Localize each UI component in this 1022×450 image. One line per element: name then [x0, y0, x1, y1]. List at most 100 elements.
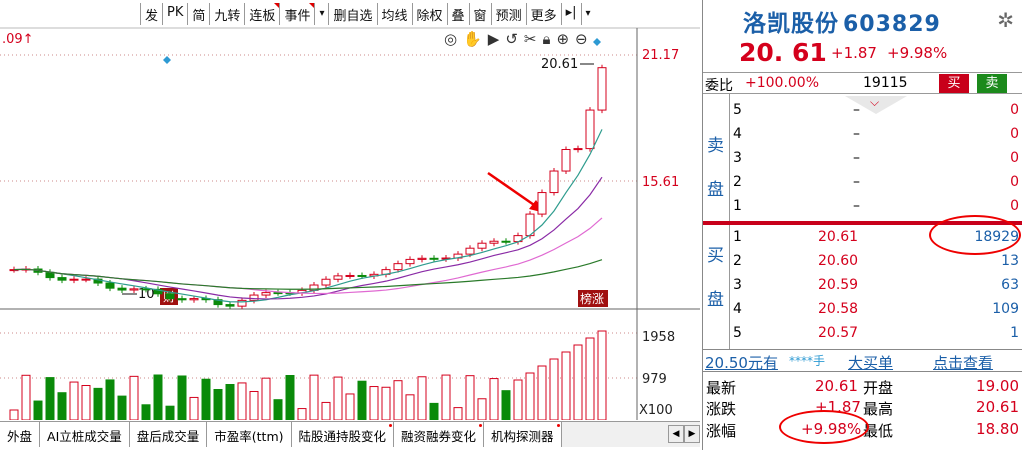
ask-price: – — [853, 126, 860, 142]
kline-chart[interactable]: .09↑ 21.17 15.61 1958 979 X100 20.61 10 … — [0, 0, 700, 420]
volume-bar — [21, 374, 31, 420]
volume-bar — [225, 384, 235, 420]
candle — [153, 288, 163, 295]
toolbar-dropdown-icon[interactable]: ▾ — [314, 3, 329, 25]
tab-label: 机构探测器 — [491, 429, 554, 444]
scroll-right-icon[interactable]: ▶ — [684, 425, 700, 443]
buy-button[interactable]: 买 — [939, 74, 969, 93]
ask-row-1[interactable]: 1 – 0 — [703, 196, 1022, 218]
level: 3 — [733, 277, 742, 293]
bid-price: 20.57 — [818, 325, 859, 341]
toolbar-junxian[interactable]: 均线 — [376, 3, 412, 25]
toolbar-shijian[interactable]: 事件 — [279, 3, 315, 25]
play-icon[interactable]: ▶ — [487, 30, 500, 48]
volume-bar — [525, 372, 535, 420]
zoom-in-icon[interactable]: ⊕ — [556, 30, 570, 48]
bid-price: 20.60 — [818, 253, 859, 269]
volume-bar — [477, 398, 487, 420]
vol-high-label: 1958 — [642, 330, 675, 345]
ask-price: – — [853, 150, 860, 166]
candle — [237, 299, 247, 307]
toolbar-jian[interactable]: 简 — [187, 3, 210, 25]
ask-row-2[interactable]: 2 – 0 — [703, 172, 1022, 194]
view-icon[interactable]: ◎ — [444, 30, 458, 48]
bid-row-4[interactable]: 4 20.58 109 — [703, 299, 1022, 321]
candle — [261, 292, 271, 296]
event-marker-diamond[interactable] — [163, 56, 171, 64]
tab-ai-volume[interactable]: AI立桩成交量 — [40, 422, 130, 447]
stat-value: 20.61 — [976, 398, 1019, 416]
level: 3 — [733, 150, 742, 166]
zoom-out-icon[interactable]: ⊖ — [575, 30, 588, 48]
scroll-left-icon[interactable]: ◀ — [668, 425, 684, 443]
volume-bar — [285, 375, 295, 420]
bid-volume: 1 — [1010, 325, 1019, 341]
bid-row-5[interactable]: 5 20.57 1 — [703, 323, 1022, 345]
low-price-label: 10 — [138, 287, 155, 302]
hand-icon[interactable]: ✋ — [463, 30, 482, 48]
volume-bar — [333, 376, 343, 420]
tab-scroll: ◀ ▶ — [668, 422, 700, 447]
stock-code: 603829 — [843, 12, 941, 37]
gear-icon[interactable]: ✲ — [997, 8, 1014, 32]
big-order-price[interactable]: 20.50元有 — [705, 354, 778, 372]
tab-label: AI立桩成交量 — [47, 429, 122, 444]
bid-row-3[interactable]: 3 20.59 63 — [703, 275, 1022, 297]
ask-row-5[interactable]: 5 – 0 — [703, 100, 1022, 122]
bid-row-2[interactable]: 2 20.60 13 — [703, 251, 1022, 273]
tab-after-hours-volume[interactable]: 盘后成交量 — [129, 422, 208, 447]
level: 5 — [733, 102, 742, 118]
ask-volume: 0 — [1010, 150, 1019, 166]
undo-icon[interactable]: ↺ — [505, 30, 518, 48]
vol-mid-label: 979 — [642, 372, 667, 387]
cut-icon[interactable]: ✂ — [523, 30, 537, 48]
toolbar-lianban[interactable]: 连板 — [244, 3, 280, 25]
volume-bar — [201, 378, 211, 420]
toolbar-fa[interactable]: 发 — [140, 3, 163, 25]
toolbar-forecast[interactable]: 预测 — [490, 3, 526, 25]
volume-bar — [261, 377, 271, 420]
toolbar-window[interactable]: 窗 — [468, 3, 491, 25]
bid-volume: 13 — [1001, 253, 1019, 269]
volume-bar — [321, 401, 331, 420]
view-detail-link[interactable]: 点击查看 — [933, 354, 994, 372]
ma-line — [13, 129, 603, 303]
toolbar-remove-favorite[interactable]: 删自选 — [328, 3, 377, 25]
ask-price: – — [853, 174, 860, 190]
volume-bar — [69, 381, 79, 420]
candles — [9, 64, 607, 310]
stat-label: 涨跌 — [706, 400, 737, 418]
event-marker-diamond-right[interactable] — [593, 38, 601, 46]
candle — [117, 287, 127, 291]
toolbar-jiuzhuan[interactable]: 九转 — [209, 3, 245, 25]
tab-pe-ttm[interactable]: 市盈率(ttm) — [207, 422, 292, 447]
ask-row-3[interactable]: 3 – 0 — [703, 148, 1022, 170]
candle — [357, 274, 367, 277]
lock-icon[interactable]: 🔒︎ — [542, 30, 551, 48]
sell-button[interactable]: 卖 — [977, 74, 1007, 93]
tab-margin-trading[interactable]: 融资融券变化 — [394, 422, 485, 447]
ask-row-4[interactable]: 4 – 0 — [703, 124, 1022, 146]
candle — [165, 293, 175, 300]
candle — [333, 275, 343, 280]
limit-list-tag[interactable] — [578, 290, 608, 307]
tab-institution-detector[interactable]: 机构探测器 — [484, 422, 562, 447]
candle — [429, 257, 439, 260]
toolbar-pk[interactable]: PK — [162, 3, 188, 25]
toolbar-chuquan[interactable]: 除权 — [411, 3, 447, 25]
tab-waipan[interactable]: 外盘 — [0, 422, 41, 447]
vol-unit-label: X100 — [639, 403, 673, 418]
quote-panel: 洛凯股份 603829 ✲ 20. 61 +1.87 +9.98% 委比 +100… — [702, 0, 1022, 450]
bid-price: 20.59 — [818, 277, 859, 293]
big-order-link[interactable]: 大买单 — [848, 354, 894, 372]
volume-bar — [93, 387, 103, 420]
toolbar-more[interactable]: 更多 — [525, 3, 561, 25]
toolbar-overlay[interactable]: 叠 — [446, 3, 469, 25]
volume-bar — [237, 382, 247, 420]
tab-northbound-holding[interactable]: 陆股通持股变化 — [291, 422, 395, 447]
candle — [393, 263, 403, 271]
toolbar-end-icon[interactable]: ▸| — [560, 3, 581, 25]
toolbar-more-dropdown-icon[interactable]: ▾ — [580, 3, 595, 25]
ask-price: – — [853, 198, 860, 214]
